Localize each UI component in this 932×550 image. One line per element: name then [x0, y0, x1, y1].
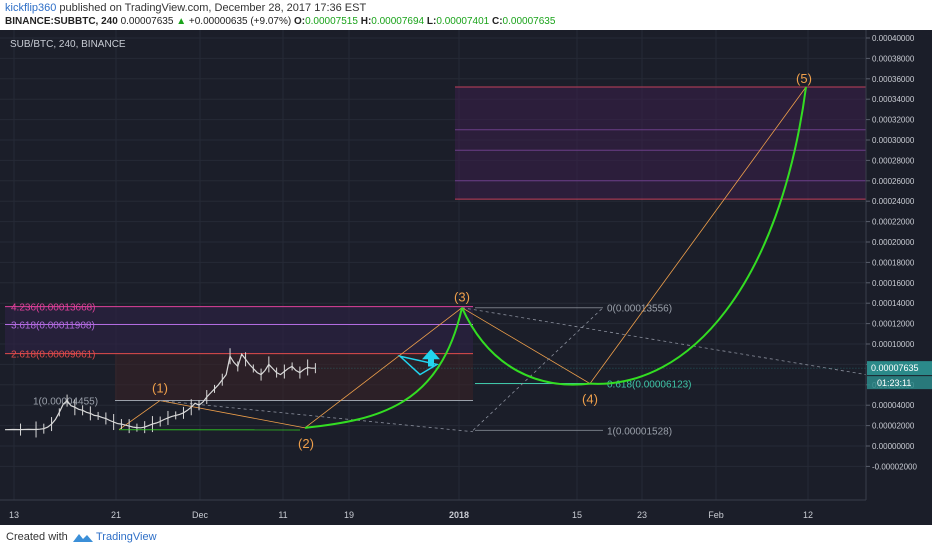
y-tick-label: 0.00012000: [872, 320, 915, 329]
footer: Created with TradingView: [0, 525, 932, 550]
x-tick-label: 12: [803, 510, 813, 520]
low-value: 0.00007401: [436, 16, 490, 27]
triangle-pattern: [397, 354, 440, 376]
y-tick-label: -0.00002000: [872, 462, 917, 471]
close-value: 0.00007635: [502, 16, 556, 27]
last-price-label: 0.00007635: [871, 363, 919, 373]
guide-lines: [118, 86, 867, 433]
fib-retrace-label: 1(0.00001528): [607, 426, 672, 437]
wave-label: (5): [796, 71, 812, 86]
chart-title: SUB/BTC, 240, BINANCE: [10, 39, 126, 50]
y-tick-label: 0.00016000: [872, 279, 915, 288]
symbol-label: BINANCE:SUBBTC, 240: [5, 16, 118, 27]
wave3-curve: [304, 307, 463, 429]
wave2-line: [159, 400, 306, 429]
x-tick-label: Feb: [708, 510, 724, 520]
y-tick-label: 0.00034000: [872, 95, 915, 104]
y-tick-label: 0.00022000: [872, 218, 915, 227]
last-price-badge: [867, 361, 932, 376]
y-tick-label: 0.00038000: [872, 54, 915, 63]
y-tick-label: 0.00026000: [872, 177, 915, 186]
fib-zones: [5, 86, 866, 401]
publication-header: kickflip360 published on TradingView.com…: [0, 0, 932, 30]
x-tick-label: 23: [637, 510, 647, 520]
wave5-line: [589, 86, 807, 384]
fib-level-label: 3.618(0.00011908): [11, 321, 95, 332]
y-tick-label: 0.00018000: [872, 258, 915, 267]
fib-zone-upper: [5, 306, 473, 354]
x-tick-label: 21: [111, 510, 121, 520]
wave-labels: (1) (2) (3) (4) (5): [152, 71, 812, 451]
price-chart[interactable]: 4.236(0.00013668) 3.618(0.00011908) 2.618(…: [0, 30, 932, 525]
wave-label: (2): [298, 436, 314, 451]
y-tick-label: 0.00010000: [872, 340, 915, 349]
y-tick-label: 0.00004000: [872, 401, 915, 410]
x-tick-label: 13: [9, 510, 19, 520]
last-price: 0.00007635: [120, 16, 174, 27]
y-tick-label: 0.00032000: [872, 116, 915, 125]
x-tick-label: 2018: [449, 510, 469, 520]
x-tick-label: Dec: [192, 510, 209, 520]
fib-zone-lower: [115, 353, 473, 401]
up-arrow-icon: [422, 349, 440, 367]
y-tick-label: 0.00030000: [872, 136, 915, 145]
y-axis-panel: [866, 30, 932, 525]
y-tick-label: 0.00028000: [872, 156, 915, 165]
x-tick-label: 11: [278, 510, 287, 520]
dashed-channel-lower: [159, 400, 474, 433]
open-value: 0.00007515: [305, 16, 358, 27]
x-tick-label: 19: [344, 510, 354, 520]
y-tick-label: 0.00024000: [872, 197, 915, 206]
y-tick-label: 0.00014000: [872, 299, 915, 308]
y-tick-label: 0.00020000: [872, 238, 915, 247]
y-tick-label: 0.00040000: [872, 34, 915, 43]
price-line: [4, 352, 316, 431]
wave-label: (3): [454, 290, 470, 305]
price-candles: [4, 348, 866, 438]
high-label: H:: [360, 16, 372, 27]
publish-line: kickflip360 published on TradingView.com…: [5, 2, 366, 14]
tradingview-link[interactable]: TradingView: [96, 531, 157, 543]
y-tick-label: 0.00002000: [872, 422, 915, 431]
y-tick-label: 0.00000000: [872, 442, 915, 451]
fib-retrace-label: 0.618(0.00006123): [607, 380, 692, 391]
high-value: 0.00007694: [371, 16, 425, 27]
wave4-line: [461, 307, 591, 384]
wave-label: (1): [152, 381, 168, 396]
chart-area[interactable]: 4.236(0.00013668) 3.618(0.00011908) 2.618(…: [0, 30, 932, 525]
ohlc-line: BINANCE:SUBBTC, 240 0.00007635 ▲ +0.0000…: [5, 16, 555, 27]
low-label: L:: [426, 16, 437, 27]
wave-label: (4): [582, 392, 598, 407]
up-arrow-icon: ▲: [176, 16, 187, 27]
price-change: +0.00000635 (+9.07%): [188, 16, 292, 27]
fib-level-label: 4.236(0.00013668): [11, 303, 96, 314]
wave-curves: [118, 86, 807, 431]
y-axis[interactable]: 0.00040000 0.00038000 0.00036000 0.00034000…: [865, 30, 932, 525]
wave5-curve: [589, 86, 807, 385]
x-tick-label: 15: [572, 510, 582, 520]
fib-level-label: 2.618(0.00009061): [11, 350, 96, 361]
open-label: O:: [293, 16, 306, 27]
wave4-curve: [461, 307, 591, 386]
wave3-line: [304, 307, 463, 429]
x-axis[interactable]: 13 21 Dec 11 19 2018 15 23 Feb 12: [0, 499, 866, 520]
dashed-channel-upper: [461, 307, 867, 375]
author-link[interactable]: kickflip360: [5, 2, 57, 14]
countdown-label: 01:23:11: [877, 378, 911, 388]
y-tick-label: 0.00036000: [872, 75, 915, 84]
close-label: C:: [491, 16, 503, 27]
created-with-label: Created with: [6, 531, 68, 543]
tradingview-logo-icon[interactable]: [72, 531, 94, 549]
countdown-badge: [867, 376, 932, 390]
fib-retrace-label: 0(0.00013556): [607, 304, 672, 315]
publish-info: published on TradingView.com, December 2…: [59, 2, 367, 14]
